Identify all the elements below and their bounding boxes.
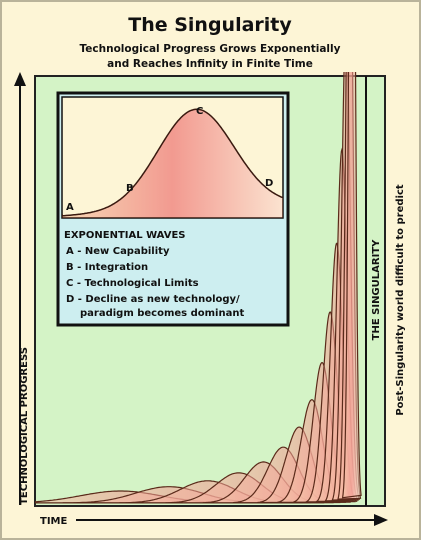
side-note: Post-Singularity world difficult to pred… xyxy=(395,184,406,416)
y-label: TECHNOLOGICAL PROGRESS xyxy=(19,347,30,505)
legend-line: A - New Capability xyxy=(66,246,170,257)
x-arrowhead xyxy=(374,514,388,526)
wave-label: D xyxy=(265,178,273,189)
wave-label: C xyxy=(196,106,203,117)
y-arrowhead xyxy=(14,72,26,86)
singularity-label: THE SINGULARITY xyxy=(371,239,382,340)
inset-wave-shape xyxy=(62,108,283,218)
wave-label: B xyxy=(126,183,134,194)
subtitle: Technological Progress Grows Exponential… xyxy=(80,43,341,55)
wave xyxy=(341,72,362,499)
legend-line: B - Integration xyxy=(66,262,148,273)
x-label: TIME xyxy=(40,516,67,527)
title: The Singularity xyxy=(128,14,292,36)
wave-label: A xyxy=(66,202,74,213)
legend-line: C - Technological Limits xyxy=(66,278,199,289)
subtitle: and Reaches Infinity in Finite Time xyxy=(107,58,313,70)
legend-line: D - Decline as new technology/ xyxy=(66,294,240,305)
legend-title: EXPONENTIAL WAVES xyxy=(64,230,186,241)
waves xyxy=(35,72,362,504)
inset-wave xyxy=(62,108,283,218)
legend-line: paradigm becomes dominant xyxy=(80,308,244,319)
